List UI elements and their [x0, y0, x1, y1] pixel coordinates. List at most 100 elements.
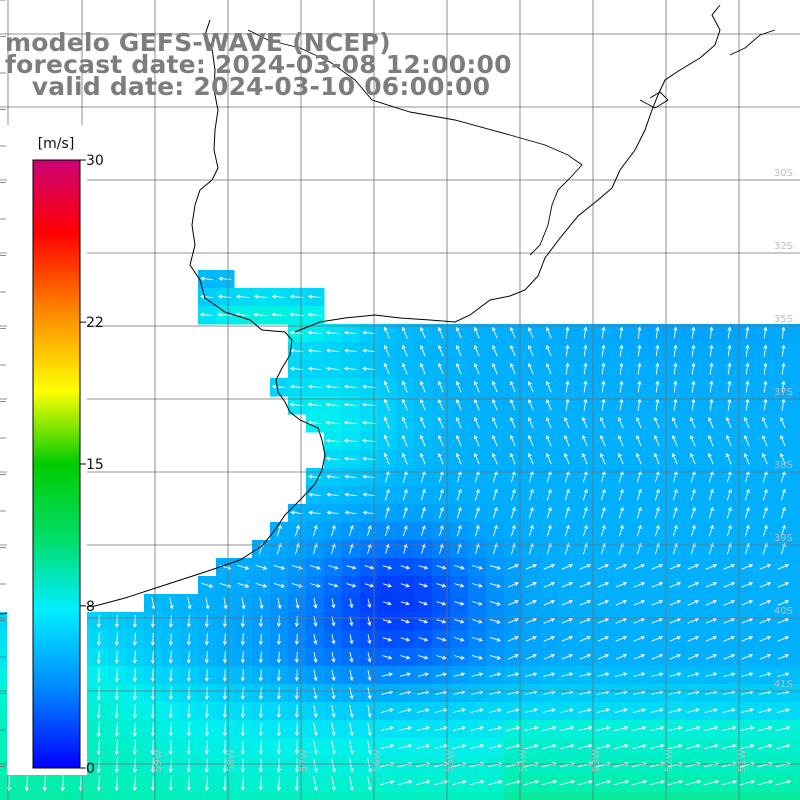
wind-arrow — [470, 744, 485, 750]
wind-arrow — [271, 384, 286, 389]
wind-cell — [324, 792, 343, 800]
wind-arrow — [361, 384, 376, 389]
wind-arrow — [488, 708, 502, 713]
wind-cell — [792, 342, 800, 361]
wind-arrow — [563, 452, 570, 465]
wind-arrow — [491, 326, 498, 339]
wind-cell — [792, 450, 800, 469]
wind-arrow — [565, 326, 570, 339]
wind-arrow — [455, 326, 462, 339]
lon-label: 54W — [518, 749, 529, 772]
wind-arrow — [437, 380, 444, 393]
wind-arrow — [258, 686, 263, 700]
wind-arrow — [507, 600, 519, 606]
wind-arrow — [132, 775, 137, 792]
wind-arrow — [276, 758, 281, 773]
wind-arrow — [633, 563, 646, 570]
wind-arrow — [367, 598, 372, 609]
wind-arrow — [150, 668, 155, 683]
wind-arrow — [578, 708, 593, 714]
lon-label: 58W — [226, 749, 237, 772]
wind-arrow — [313, 687, 318, 700]
wind-arrow — [689, 416, 696, 429]
wind-arrow — [362, 330, 376, 335]
wind-cell — [792, 540, 800, 559]
wind-cell — [792, 360, 800, 379]
wind-arrow — [437, 362, 444, 375]
wind-arrow — [455, 398, 462, 411]
wind-arrow — [400, 583, 410, 588]
wind-arrow — [456, 488, 462, 501]
wind-arrow — [361, 420, 376, 425]
wind-arrow — [253, 312, 268, 317]
wind-arrow — [380, 726, 395, 732]
wind-arrow — [653, 434, 660, 447]
wind-arrow — [672, 524, 678, 537]
wind-arrow — [380, 708, 394, 713]
wind-arrow — [418, 655, 429, 660]
wind-arrow — [583, 362, 588, 375]
wind-arrow — [525, 654, 537, 660]
wind-arrow — [416, 726, 431, 732]
wind-arrow — [691, 344, 696, 357]
wind-arrow — [168, 633, 173, 646]
wind-arrow — [525, 636, 537, 642]
wind-arrow — [473, 326, 480, 339]
wind-arrow — [761, 452, 768, 465]
wind-arrow — [222, 686, 227, 701]
wind-arrow — [545, 416, 552, 429]
colorbar-tick-label: 15 — [86, 457, 104, 473]
longitude-labels: 61W60W59W58W57W56W55W54W53W52W51W — [6, 749, 748, 772]
wind-arrow — [632, 708, 647, 714]
wind-arrow — [326, 492, 339, 497]
wind-arrow — [132, 632, 137, 647]
wind-arrow — [581, 416, 588, 429]
wind-arrow — [509, 344, 516, 357]
wind-cell — [792, 738, 800, 757]
wind-arrow — [240, 669, 245, 682]
wind-arrow — [527, 452, 534, 465]
colorbar-gradient — [32, 159, 81, 769]
wind-arrow — [543, 582, 556, 588]
wind-arrow — [744, 524, 750, 537]
wind-arrow — [419, 362, 426, 375]
wind-arrow — [349, 776, 354, 791]
wind-arrow — [507, 564, 519, 570]
wind-arrow — [186, 668, 191, 682]
wind-arrow — [599, 452, 606, 465]
wind-cell — [792, 702, 800, 721]
wind-arrow — [564, 524, 570, 537]
wind-arrow — [436, 601, 447, 606]
wind-arrow — [344, 474, 358, 479]
wind-cell — [468, 792, 487, 800]
wind-arrow — [743, 434, 750, 447]
wind-arrow — [542, 708, 557, 713]
wind-arrow — [418, 565, 429, 570]
wind-arrow — [186, 722, 191, 737]
wind-arrow — [471, 637, 483, 642]
wind-arrow — [294, 687, 299, 700]
wind-arrow — [687, 563, 700, 570]
wind-arrow — [240, 722, 245, 737]
wind-arrow — [726, 488, 732, 501]
wind-arrow — [741, 653, 754, 660]
wind-arrow — [651, 653, 664, 660]
wind-arrow — [561, 618, 574, 624]
wind-arrow — [614, 708, 629, 714]
wind-arrow — [723, 599, 736, 606]
wind-arrow — [437, 434, 444, 447]
wind-arrow — [331, 634, 336, 645]
wind-arrow — [168, 704, 173, 719]
wind-arrow — [294, 651, 299, 664]
wind-cell — [90, 792, 109, 800]
wind-arrow — [437, 416, 444, 429]
wind-arrow — [307, 420, 322, 425]
wind-arrow — [326, 510, 339, 515]
wind-arrow — [436, 583, 447, 588]
wind-cell — [180, 792, 199, 800]
wind-arrow — [654, 524, 660, 537]
wind-cell — [792, 648, 800, 667]
wind-arrow — [491, 362, 498, 375]
wind-arrow — [276, 687, 281, 700]
